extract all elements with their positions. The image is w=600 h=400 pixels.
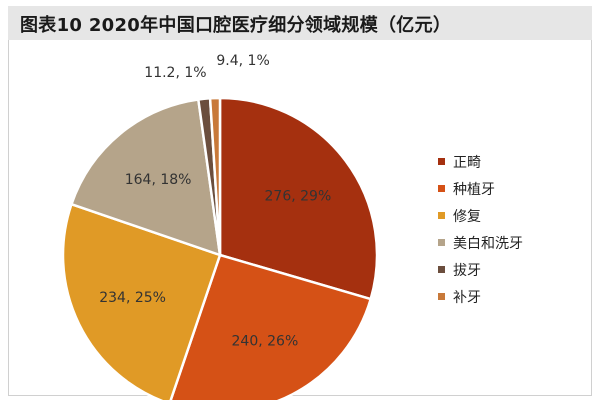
legend-item-2: 种植牙: [438, 175, 523, 202]
slice-label-3: 234, 25%: [99, 290, 166, 306]
legend-item-6: 补牙: [438, 283, 523, 310]
legend-item-3: 修复: [438, 202, 523, 229]
pie-slice-1: [218, 96, 379, 301]
legend-label: 正畸: [453, 154, 481, 171]
slice-label-1: 276, 29%: [265, 189, 332, 205]
legend-label: 修复: [453, 208, 481, 225]
legend-item-4: 美白和洗牙: [438, 229, 523, 256]
pie-slice-2: [169, 253, 373, 400]
legend-label: 种植牙: [453, 181, 495, 198]
legend-swatch: [438, 185, 445, 192]
legend-item-5: 拔牙: [438, 256, 523, 283]
legend-swatch: [438, 239, 445, 246]
legend-label: 拔牙: [453, 262, 481, 279]
slice-label-2: 240, 26%: [232, 333, 299, 349]
slice-label-4: 164, 18%: [125, 172, 192, 188]
chart-legend: 正畸种植牙修复美白和洗牙拔牙补牙: [438, 148, 523, 310]
slice-label-5: 11.2, 1%: [144, 65, 206, 81]
slice-label-6: 9.4, 1%: [216, 53, 269, 69]
legend-swatch: [438, 158, 445, 165]
pie-slice-6: [208, 96, 222, 256]
legend-swatch: [438, 212, 445, 219]
legend-label: 美白和洗牙: [453, 235, 523, 252]
title-bar: 图表10 2020年中国口腔医疗细分领域规模（亿元）: [8, 6, 592, 40]
chart-area: [8, 40, 592, 396]
legend-item-1: 正畸: [438, 148, 523, 175]
legend-label: 补牙: [453, 289, 481, 306]
chart-title: 图表10 2020年中国口腔医疗细分领域规模（亿元）: [20, 15, 452, 36]
legend-swatch: [438, 293, 445, 300]
pie-slice-4: [69, 98, 222, 257]
pie-slice-3: [61, 202, 222, 400]
legend-swatch: [438, 266, 445, 273]
